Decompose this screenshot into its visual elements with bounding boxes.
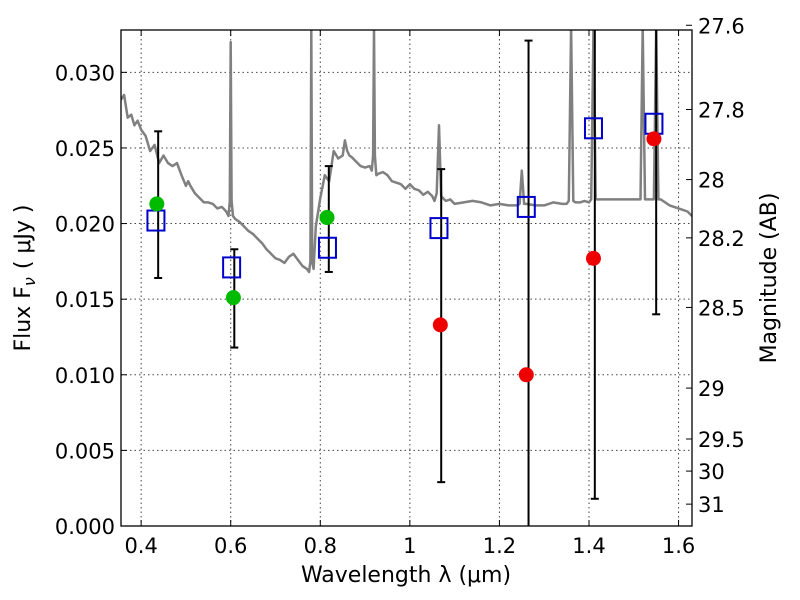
model-photometry-square (583, 117, 603, 140)
x-tick-label: 1.6 (662, 534, 695, 558)
model-photometry-square (146, 209, 166, 232)
x-tick-label: 1 (403, 534, 416, 558)
x-tick-label: 0.4 (124, 534, 157, 558)
y-tick-label: 0.020 (55, 213, 115, 237)
model-photometry-square (429, 217, 449, 240)
model-photometry-square (317, 236, 337, 259)
y-tick-label: 0.015 (55, 288, 115, 312)
measured-point-upper (518, 367, 534, 383)
measured-point-detected (319, 210, 335, 226)
tick-layer: 0.4 0.6 0.8 1 1.2 1.4 1.6 0.000 0.005 0.010 0.015 0… (55, 14, 745, 558)
measured-point-upper (585, 250, 601, 266)
y-axis-label: Flux Fν ( μJy ) (11, 205, 39, 352)
mag-tick-label: 30 (698, 460, 725, 484)
mag-tick-label: 27.6 (698, 14, 745, 38)
mag-tick-label: 29.5 (698, 428, 745, 452)
model-spectrum-line (121, 30, 692, 274)
mag-tick-label: 27.8 (698, 99, 745, 123)
y-tick-label: 0.025 (55, 137, 115, 161)
x-axis-label: Wavelength λ (μm) (301, 563, 511, 588)
series-layer (121, 30, 692, 526)
y-axis-label-sub: ν (20, 277, 39, 286)
y-tick-label: 0.030 (55, 61, 115, 85)
y-tick-label: 0.010 (55, 364, 115, 388)
x-tick-label: 1.2 (483, 534, 516, 558)
measured-point-detected (225, 290, 241, 306)
model-photometry-square (222, 256, 242, 279)
plot-area (121, 30, 692, 526)
measured-point-upper (432, 317, 448, 333)
grid-layer (121, 30, 692, 526)
y-tick-label: 0.000 (55, 515, 115, 539)
mag-tick-label: 29 (698, 377, 725, 401)
mag-tick-label: 28.2 (698, 227, 745, 251)
measured-point-upper (646, 131, 662, 147)
x-tick-label: 0.6 (214, 534, 247, 558)
x-tick-label: 1.4 (572, 534, 605, 558)
y-tick-label: 0.005 (55, 439, 115, 463)
plot-frame (120, 29, 693, 527)
mag-tick-label: 31 (698, 493, 725, 517)
y2-axis-label: Magnitude (AB) (757, 193, 782, 364)
mag-tick-label: 28 (698, 169, 725, 193)
y-axis-label-main: Flux F (11, 286, 36, 351)
y-axis-label-unit: ( μJy ) (11, 205, 36, 270)
x-tick-label: 0.8 (304, 534, 337, 558)
mag-tick-label: 28.5 (698, 296, 745, 320)
measured-point-detected (149, 196, 165, 212)
model-photometry-square (516, 195, 536, 218)
